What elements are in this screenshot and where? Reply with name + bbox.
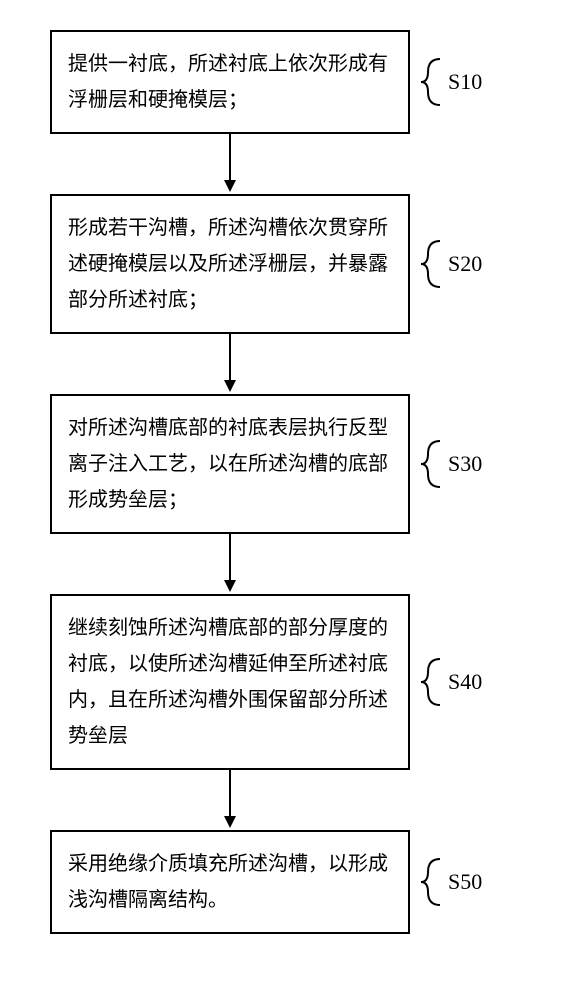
step-label: S50: [448, 869, 482, 895]
step-label-group: S10: [418, 57, 482, 107]
arrow-down-icon: [220, 770, 240, 830]
step-s30: 对所述沟槽底部的衬底表层执行反型离子注入工艺，以在所述沟槽的底部形成势垒层； S…: [50, 394, 520, 534]
brace-icon: [418, 439, 448, 489]
step-label: S40: [448, 669, 482, 695]
arrow-connector: [50, 770, 410, 830]
step-box: 采用绝缘介质填充所述沟槽，以形成浅沟槽隔离结构。: [50, 830, 410, 934]
arrow-connector: [50, 334, 410, 394]
arrow-down-icon: [220, 334, 240, 394]
step-s20: 形成若干沟槽，所述沟槽依次贯穿所述硬掩模层以及所述浮栅层，并暴露部分所述衬底； …: [50, 194, 520, 334]
brace-icon: [418, 57, 448, 107]
step-box: 继续刻蚀所述沟槽底部的部分厚度的衬底，以使所述沟槽延伸至所述衬底内，且在所述沟槽…: [50, 594, 410, 770]
flowchart-container: 提供一衬底，所述衬底上依次形成有浮栅层和硬掩模层； S10 形成若干沟槽，所述沟…: [50, 30, 520, 934]
arrow-connector: [50, 134, 410, 194]
step-s50: 采用绝缘介质填充所述沟槽，以形成浅沟槽隔离结构。 S50: [50, 830, 520, 934]
brace-icon: [418, 857, 448, 907]
brace-icon: [418, 657, 448, 707]
brace-icon: [418, 239, 448, 289]
step-box: 形成若干沟槽，所述沟槽依次贯穿所述硬掩模层以及所述浮栅层，并暴露部分所述衬底；: [50, 194, 410, 334]
step-label-group: S40: [418, 657, 482, 707]
arrow-down-icon: [220, 534, 240, 594]
step-label-group: S20: [418, 239, 482, 289]
step-label: S10: [448, 69, 482, 95]
step-label-group: S50: [418, 857, 482, 907]
step-label: S30: [448, 451, 482, 477]
step-s40: 继续刻蚀所述沟槽底部的部分厚度的衬底，以使所述沟槽延伸至所述衬底内，且在所述沟槽…: [50, 594, 520, 770]
step-s10: 提供一衬底，所述衬底上依次形成有浮栅层和硬掩模层； S10: [50, 30, 520, 134]
arrow-connector: [50, 534, 410, 594]
step-label: S20: [448, 251, 482, 277]
step-label-group: S30: [418, 439, 482, 489]
step-box: 对所述沟槽底部的衬底表层执行反型离子注入工艺，以在所述沟槽的底部形成势垒层；: [50, 394, 410, 534]
step-box: 提供一衬底，所述衬底上依次形成有浮栅层和硬掩模层；: [50, 30, 410, 134]
arrow-down-icon: [220, 134, 240, 194]
